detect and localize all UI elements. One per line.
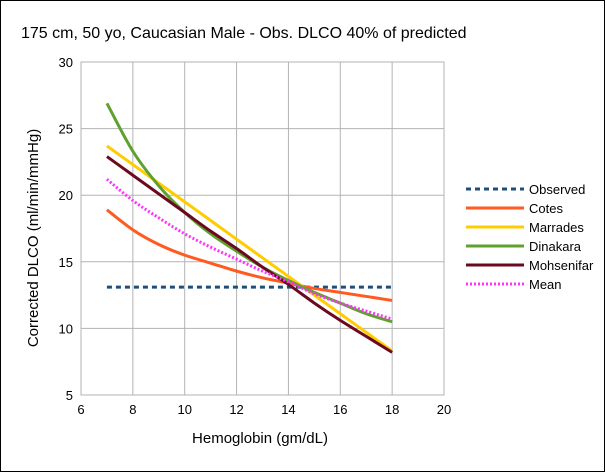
legend-label-mohsenifar: Mohsenifar [529, 258, 594, 273]
y-tick-label-20: 20 [59, 188, 73, 203]
grid-lines [80, 61, 445, 396]
x-tick-label-8: 8 [129, 402, 136, 417]
x-tick-label-12: 12 [229, 402, 243, 417]
chart-title: 175 cm, 50 yo, Caucasian Male - Obs. DLC… [21, 25, 467, 42]
y-tick-label-15: 15 [59, 255, 73, 270]
series-line-mohsenifar [106, 155, 393, 354]
series-line-dinakara [105, 102, 393, 324]
axes: 6 8 10 12 14 16 18 20 5 10 15 20 25 30 [59, 55, 452, 417]
legend-label-dinakara: Dinakara [529, 239, 582, 254]
x-tick-label-10: 10 [177, 402, 191, 417]
plot-area-frame [80, 61, 445, 396]
legend-label-mean: Mean [529, 277, 562, 292]
legend: Observed Cotes Marrades Dinakara Mohsenifar M… [466, 182, 594, 292]
x-tick-label-20: 20 [437, 402, 451, 417]
legend-label-cotes: Cotes [529, 201, 563, 216]
y-tick-label-5: 5 [66, 388, 73, 403]
x-tick-label-18: 18 [385, 402, 399, 417]
x-axis-label: Hemoglobin (gm/dL) [192, 430, 328, 447]
x-tick-label-6: 6 [77, 402, 84, 417]
series-lines [105, 102, 394, 354]
y-axis-label: Corrected DLCO (ml/min/mmHg) [25, 129, 42, 347]
x-tick-label-16: 16 [333, 402, 347, 417]
legend-label-observed: Observed [529, 182, 585, 197]
x-tick-label-14: 14 [281, 402, 295, 417]
y-tick-label-30: 30 [59, 55, 73, 70]
y-tick-label-10: 10 [59, 321, 73, 336]
y-tick-label-25: 25 [59, 122, 73, 137]
legend-label-marrades: Marrades [529, 220, 584, 235]
series-line-cotes [106, 208, 393, 302]
